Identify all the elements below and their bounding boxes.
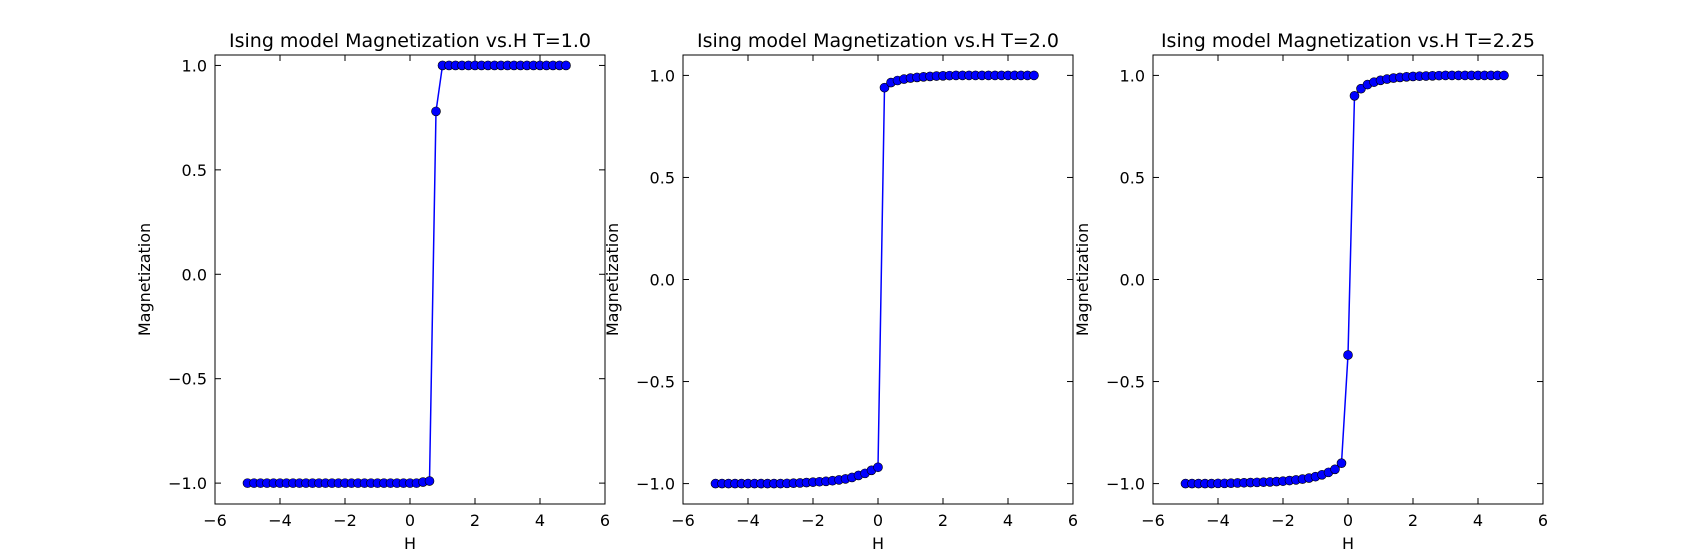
chart-panel-1: Ising model Magnetization vs.H T=1.0 −6 −4… bbox=[135, 30, 610, 553]
y-tick-label: 0.5 bbox=[650, 168, 675, 187]
y-axis-label: Magnetization bbox=[603, 223, 622, 336]
chart-panel-3: Ising model Magnetization vs.H T=2.25 −6 −… bbox=[1073, 30, 1548, 553]
x-axis-label: H bbox=[872, 534, 884, 553]
x-tick-label: 0 bbox=[1343, 511, 1353, 530]
data-point bbox=[879, 82, 890, 93]
y-tick-label: 0.0 bbox=[650, 271, 675, 290]
x-tick-label: 6 bbox=[600, 511, 610, 530]
x-tick-label: −6 bbox=[203, 511, 227, 530]
data-point bbox=[424, 476, 435, 486]
chart-title: Ising model Magnetization vs.H T=1.0 bbox=[229, 30, 591, 52]
x-tick-label: 0 bbox=[873, 511, 883, 530]
x-tick-label: 0 bbox=[405, 511, 415, 530]
x-tick-label: 6 bbox=[1538, 511, 1548, 530]
x-tick-label: −4 bbox=[1206, 511, 1230, 530]
y-tick-label: 1.0 bbox=[650, 66, 675, 85]
y-tick-label: 1.0 bbox=[182, 56, 207, 75]
x-tick-label: 4 bbox=[535, 511, 545, 530]
chart-panel-2: Ising model Magnetization vs.H T=2.0 −6 −4… bbox=[603, 30, 1078, 553]
y-tick-label: −1.0 bbox=[636, 475, 675, 494]
x-tick-label: −2 bbox=[333, 511, 357, 530]
chart-title: Ising model Magnetization vs.H T=2.25 bbox=[1161, 30, 1535, 52]
y-tick-label: −1.0 bbox=[168, 474, 207, 493]
chart-title: Ising model Magnetization vs.H T=2.0 bbox=[697, 30, 1059, 52]
data-point bbox=[1330, 464, 1340, 475]
x-tick-label: −2 bbox=[801, 511, 825, 530]
y-tick-label: −0.5 bbox=[1106, 373, 1145, 392]
x-tick-label: 2 bbox=[938, 511, 948, 530]
y-axis-label: Magnetization bbox=[1073, 223, 1092, 336]
data-point bbox=[1499, 70, 1509, 81]
data-point bbox=[873, 462, 883, 473]
y-tick-label: 0.5 bbox=[182, 161, 207, 180]
y-tick-label: −0.5 bbox=[168, 370, 207, 389]
y-tick-label: 0.0 bbox=[182, 265, 207, 284]
data-point bbox=[1349, 91, 1360, 101]
x-tick-label: −2 bbox=[1271, 511, 1295, 530]
data-point bbox=[1336, 458, 1347, 468]
y-tick-label: −0.5 bbox=[636, 373, 675, 392]
x-axis-label: H bbox=[404, 534, 416, 553]
y-tick-label: 0.0 bbox=[1120, 271, 1145, 290]
x-axis-label: H bbox=[1342, 534, 1354, 553]
x-tick-label: −4 bbox=[268, 511, 292, 530]
x-tick-label: 2 bbox=[1408, 511, 1418, 530]
y-tick-label: −1.0 bbox=[1106, 475, 1145, 494]
data-point bbox=[431, 106, 441, 117]
x-tick-label: −6 bbox=[671, 511, 695, 530]
x-tick-label: 2 bbox=[470, 511, 480, 530]
data-point bbox=[561, 60, 571, 71]
y-tick-label: 1.0 bbox=[1120, 66, 1145, 85]
y-tick-label: 0.5 bbox=[1120, 168, 1145, 187]
data-point bbox=[1343, 350, 1353, 360]
y-axis-label: Magnetization bbox=[135, 223, 154, 336]
x-tick-label: −4 bbox=[736, 511, 760, 530]
x-tick-label: 4 bbox=[1003, 511, 1013, 530]
data-point bbox=[1029, 70, 1039, 81]
x-tick-label: −6 bbox=[1141, 511, 1165, 530]
x-tick-label: 6 bbox=[1068, 511, 1078, 530]
x-tick-label: 4 bbox=[1473, 511, 1483, 530]
